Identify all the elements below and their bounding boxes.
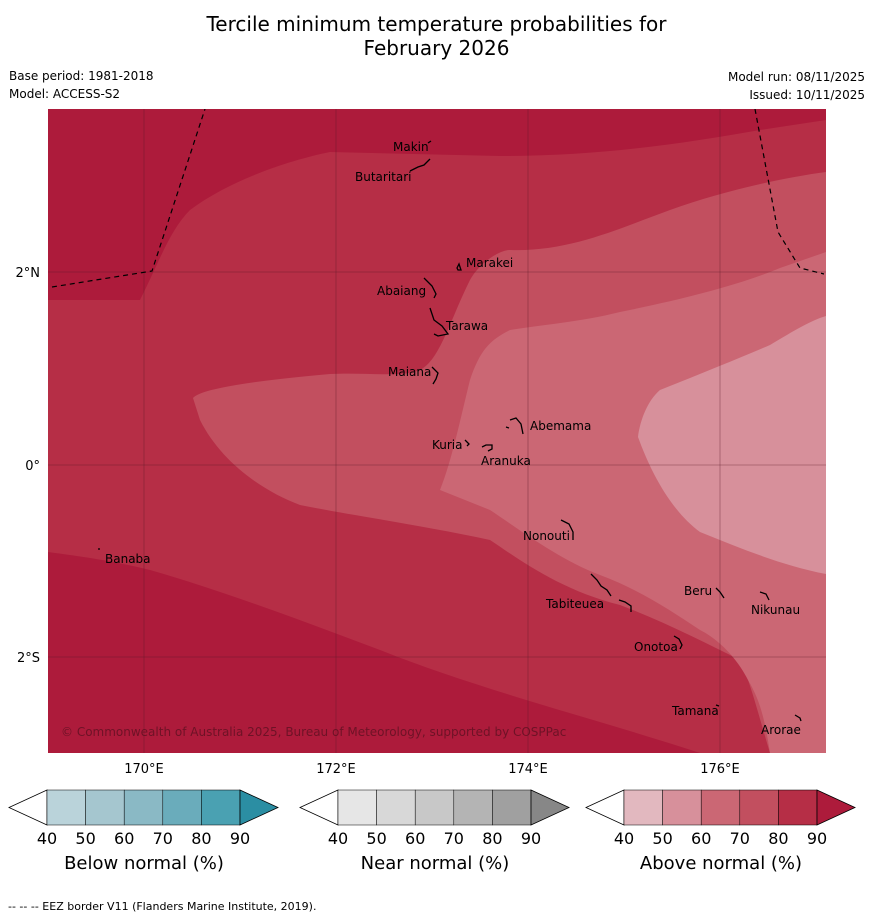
lon-axis: 170°E 172°E 174°E 176°E: [124, 762, 740, 777]
near-swatch-4: [453, 789, 493, 826]
island-outlines: [98, 140, 802, 722]
label-beru: Beru: [684, 584, 712, 598]
band-above-50: [638, 316, 826, 574]
below-over-triangle: [239, 789, 279, 826]
lat-axis: 2°N 0° 2°S: [16, 266, 41, 666]
lat-label-2n: 2°N: [16, 266, 41, 281]
title-line-1: Tercile minimum temperature probabilitie…: [206, 12, 667, 36]
label-arorae: Arorae: [761, 723, 801, 737]
label-marakei: Marakei: [466, 256, 513, 270]
label-tamana: Tamana: [671, 704, 719, 718]
below-swatch-5: [201, 789, 241, 826]
lon-label-174e: 174°E: [508, 762, 548, 777]
below-tick-90: 90: [230, 829, 250, 848]
below-tick-40: 40: [37, 829, 57, 848]
lat-label-0: 0°: [25, 459, 40, 474]
below-swatch-3: [123, 789, 164, 826]
near-swatch-1: [337, 789, 377, 826]
below-tick-60: 60: [114, 829, 134, 848]
near-swatch-2: [376, 789, 416, 826]
issued-date: Issued: 10/11/2025: [749, 88, 865, 102]
label-maiana: Maiana: [388, 365, 431, 379]
colorbar-below-normal: 40 50 60 70 80 90: [8, 789, 279, 848]
above-tick-90: 90: [807, 829, 827, 848]
near-over-triangle: [530, 789, 570, 826]
below-under-triangle: [8, 789, 48, 826]
map-panel: Makin Butaritari Marakei Abaiang Tarawa …: [48, 109, 826, 753]
label-onotoa: Onotoa: [634, 640, 678, 654]
label-tarawa: Tarawa: [445, 319, 488, 333]
below-swatch-4: [162, 789, 202, 826]
label-butaritari: Butaritari: [355, 170, 412, 184]
below-tick-50: 50: [75, 829, 95, 848]
lon-label-176e: 176°E: [700, 762, 740, 777]
near-tick-80: 80: [482, 829, 502, 848]
below-tick-80: 80: [191, 829, 211, 848]
base-period: Base period: 1981-2018: [9, 69, 154, 83]
near-normal-label: Near normal (%): [360, 853, 510, 874]
above-swatch-1: [623, 789, 663, 826]
near-tick-40: 40: [328, 829, 348, 848]
island-labels: Makin Butaritari Marakei Abaiang Tarawa …: [105, 140, 801, 737]
near-under-triangle: [299, 789, 339, 826]
colorbar-above-normal: 40 50 60 70 80 90: [585, 789, 856, 848]
label-banaba: Banaba: [105, 552, 151, 566]
above-tick-70: 70: [730, 829, 750, 848]
above-swatch-5: [778, 789, 818, 826]
above-tick-60: 60: [691, 829, 711, 848]
below-swatch-1: [46, 789, 86, 826]
near-swatch-5: [492, 789, 532, 826]
label-aranuka: Aranuka: [481, 454, 531, 468]
eez-border: [51, 109, 825, 288]
above-swatch-4: [739, 789, 779, 826]
lon-label-172e: 172°E: [316, 762, 356, 777]
near-tick-50: 50: [366, 829, 386, 848]
label-makin: Makin: [393, 140, 429, 154]
model-name: Model: ACCESS-S2: [9, 87, 121, 101]
above-tick-80: 80: [768, 829, 788, 848]
label-nikunau: Nikunau: [751, 603, 800, 617]
above-under-triangle: [585, 789, 625, 826]
above-normal-label: Above normal (%): [639, 853, 803, 874]
label-abaiang: Abaiang: [377, 284, 426, 298]
above-swatch-3: [700, 789, 741, 826]
above-tick-50: 50: [652, 829, 672, 848]
map-title: Tercile minimum temperature probabilitie…: [0, 12, 873, 60]
near-tick-60: 60: [405, 829, 425, 848]
eez-footnote: -- -- -- EEZ border V11 (Flanders Marine…: [8, 900, 317, 913]
lat-label-2s: 2°S: [17, 651, 40, 666]
near-tick-90: 90: [521, 829, 541, 848]
model-run-date: Model run: 08/11/2025: [727, 70, 865, 84]
label-tabiteuea: Tabiteuea: [545, 597, 604, 611]
label-nonouti: Nonouti: [523, 529, 570, 543]
label-abemama: Abemama: [530, 419, 591, 433]
near-swatch-3: [414, 789, 455, 826]
lon-label-170e: 170°E: [124, 762, 164, 777]
title-line-2: February 2026: [363, 36, 510, 60]
above-over-triangle: [816, 789, 856, 826]
above-swatch-2: [662, 789, 702, 826]
colorbar-near-normal: 40 50 60 70 80 90: [299, 789, 570, 848]
above-tick-40: 40: [614, 829, 634, 848]
near-tick-70: 70: [444, 829, 464, 848]
copyright-note: © Commonwealth of Australia 2025, Bureau…: [61, 725, 566, 739]
below-normal-label: Below normal (%): [64, 853, 224, 874]
label-kuria: Kuria: [432, 438, 463, 452]
graticule: [48, 109, 826, 753]
below-tick-70: 70: [153, 829, 173, 848]
below-swatch-2: [85, 789, 125, 826]
